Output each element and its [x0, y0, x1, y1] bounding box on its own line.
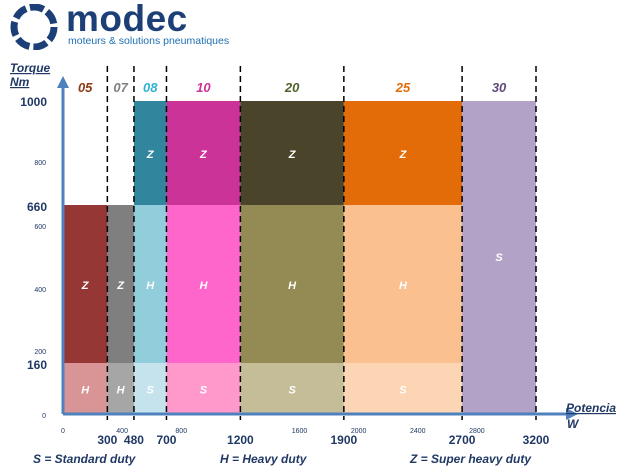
x-tick-minor-2000: 2000	[351, 428, 367, 435]
range-title-10: 10	[196, 80, 211, 95]
segment-label-07-h: H	[117, 385, 126, 397]
segment-25-h	[343, 205, 463, 363]
segment-25-z	[343, 101, 463, 205]
y-tick-major-660: 660	[27, 200, 47, 214]
x-tick-minor-2800: 2800	[469, 428, 485, 435]
x-tick-minor-2400: 2400	[410, 428, 426, 435]
x-tick-major-300: 300	[97, 433, 117, 447]
x-tick-major-2700: 2700	[449, 433, 476, 447]
brand-tagline: moteurs & solutions pneumatiques	[68, 35, 230, 47]
segment-07-z	[107, 205, 134, 363]
x-tick-major-3200: 3200	[523, 433, 550, 447]
segment-05-z	[63, 205, 108, 363]
segment-30-s	[462, 101, 536, 414]
y-tick-minor-200: 200	[34, 349, 46, 356]
segment-label-20-s: S	[288, 385, 296, 397]
y-tick-major-1000: 1000	[20, 95, 47, 109]
x-axis-title: Potencia	[566, 401, 616, 415]
segment-08-h	[133, 205, 167, 363]
range-title-30: 30	[492, 80, 507, 95]
segment-label-30-s: S	[495, 252, 503, 264]
y-tick-major-160: 160	[27, 358, 47, 372]
segment-08-z	[133, 101, 167, 205]
segment-label-20-h: H	[288, 280, 297, 292]
y-tick-minor-400: 400	[34, 287, 46, 294]
range-title-08: 08	[143, 80, 158, 95]
x-tick-major-700: 700	[156, 433, 176, 447]
range-title-20: 20	[284, 80, 300, 95]
brand-name: modec	[66, 0, 188, 39]
x-tick-minor-0: 0	[61, 428, 65, 435]
segment-label-10-s: S	[200, 385, 208, 397]
segment-label-25-h: H	[399, 280, 408, 292]
segment-label-08-h: H	[146, 280, 155, 292]
range-title-07: 07	[113, 80, 128, 95]
y-tick-minor-0: 0	[42, 413, 46, 420]
segment-25-s	[343, 363, 463, 414]
segment-label-08-z: Z	[146, 149, 155, 161]
x-axis-unit: W	[567, 417, 580, 431]
segment-07-h	[107, 363, 134, 414]
segment-label-05-h: H	[81, 385, 90, 397]
x-tick-major-1200: 1200	[227, 433, 254, 447]
segment-label-20-z: Z	[288, 149, 297, 161]
segment-20-s	[240, 363, 344, 414]
y-axis-unit: Nm	[10, 75, 30, 89]
legend-item-1: H = Heavy duty	[220, 452, 308, 466]
segment-08-s	[133, 363, 167, 414]
x-tick-minor-400: 400	[116, 428, 128, 435]
modec-logo-icon	[10, 4, 58, 50]
segment-10-h	[166, 205, 241, 363]
segment-05-h	[63, 363, 108, 414]
legend-item-2: Z = Super heavy duty	[409, 452, 532, 466]
x-tick-major-1900: 1900	[330, 433, 357, 447]
brand-logo: modec moteurs & solutions pneumatiques	[0, 0, 240, 56]
range-title-25: 25	[395, 80, 411, 95]
range-title-05: 05	[78, 80, 93, 95]
segment-label-10-z: Z	[199, 149, 208, 161]
segment-label-25-z: Z	[399, 149, 408, 161]
legend-item-0: S = Standard duty	[33, 452, 137, 466]
segment-20-z	[240, 101, 344, 205]
segment-label-07-z: Z	[116, 280, 125, 292]
y-tick-minor-600: 600	[34, 224, 46, 231]
x-tick-minor-800: 800	[175, 428, 187, 435]
segment-label-05-z: Z	[81, 280, 90, 292]
x-tick-minor-1600: 1600	[292, 428, 308, 435]
segment-label-08-s: S	[147, 385, 155, 397]
y-tick-minor-800: 800	[34, 160, 46, 167]
segment-20-h	[240, 205, 344, 363]
y-axis-title: Torque	[10, 61, 51, 75]
segment-10-s	[166, 363, 241, 414]
segment-label-10-h: H	[199, 280, 208, 292]
y-axis-arrow	[57, 76, 69, 88]
x-axis-arrow	[566, 408, 578, 420]
segment-label-25-s: S	[399, 385, 407, 397]
x-tick-major-480: 480	[124, 433, 144, 447]
segment-10-z	[166, 101, 241, 205]
